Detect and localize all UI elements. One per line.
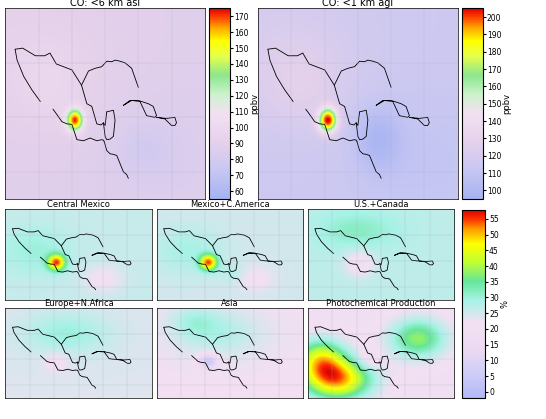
Title: CO: <1 km agl: CO: <1 km agl <box>322 0 394 8</box>
Y-axis label: %: % <box>500 300 509 308</box>
Title: U.S.+Canada: U.S.+Canada <box>353 200 409 210</box>
Y-axis label: ppbv: ppbv <box>503 93 512 114</box>
Y-axis label: ppbv: ppbv <box>250 93 259 114</box>
Title: Asia: Asia <box>221 299 239 308</box>
Title: Central Mexico: Central Mexico <box>47 200 110 210</box>
Title: Mexico+C.America: Mexico+C.America <box>190 200 270 210</box>
Title: CO: <6 km asl: CO: <6 km asl <box>70 0 140 8</box>
Title: Photochemical Production: Photochemical Production <box>327 299 436 308</box>
Title: Europe+N.Africa: Europe+N.Africa <box>44 299 114 308</box>
